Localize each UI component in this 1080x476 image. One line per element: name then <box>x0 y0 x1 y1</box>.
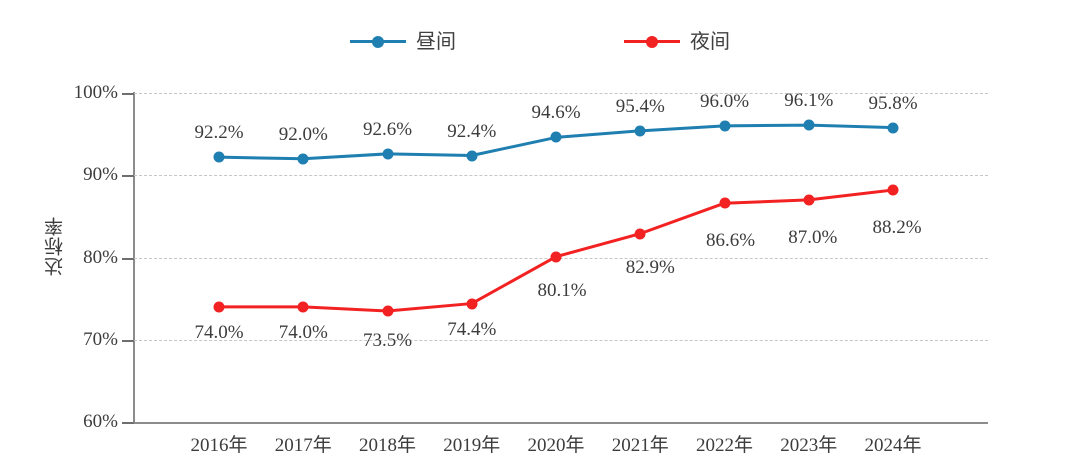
data-point-marker[interactable] <box>634 125 646 137</box>
data-point-marker[interactable] <box>297 153 309 165</box>
data-point-marker[interactable] <box>887 122 899 134</box>
data-point-label: 92.6% <box>362 118 413 140</box>
data-point-marker[interactable] <box>803 119 815 131</box>
data-point-label: 73.5% <box>362 329 413 351</box>
y-axis-tick-label: 100% <box>73 82 118 103</box>
data-point-marker[interactable] <box>466 298 478 310</box>
data-point-marker[interactable] <box>719 197 730 209</box>
y-axis-tick-label: 60% <box>83 411 118 432</box>
x-axis-tick-label: 2018年 <box>358 435 417 456</box>
x-axis-tick-label: 2019年 <box>443 435 501 456</box>
y-axis-tick-label: 80% <box>83 246 118 268</box>
x-axis-baseline <box>128 422 988 424</box>
data-point-label: 74.4% <box>447 318 497 340</box>
x-axis-tick-label: 2016年 <box>190 435 248 456</box>
gridline <box>134 339 988 341</box>
legend-item-night[interactable]: 夜间 <box>624 31 730 51</box>
y-axis-tick-labels: 100% 90% 80% 70% 60% <box>0 0 118 476</box>
data-point-marker[interactable] <box>719 120 730 132</box>
data-point-label: 86.6% <box>705 230 756 252</box>
x-axis-tick-label: 2022年 <box>695 435 754 456</box>
data-point-label: 74.0% <box>194 321 244 343</box>
data-point-marker[interactable] <box>213 151 225 163</box>
x-axis-tick-label: 2020年 <box>527 435 585 456</box>
chart-legend: 昼间 夜间 <box>0 24 1080 58</box>
data-point-marker[interactable] <box>550 251 562 263</box>
data-point-label: 96.1% <box>784 90 834 112</box>
data-point-label: 87.0% <box>788 226 838 248</box>
legend-swatch-night-icon <box>624 34 680 48</box>
gridline <box>134 93 988 94</box>
y-axis-tick <box>122 93 134 95</box>
legend-item-day[interactable]: 昼间 <box>350 31 456 51</box>
legend-label-night: 夜间 <box>690 29 730 53</box>
x-axis-tick-labels: 2016年 2017年 2018年 2019年 2020年 2021年 2022年 2023年… <box>0 436 1080 466</box>
data-point-label: 92.4% <box>447 120 497 142</box>
y-axis-tick <box>122 339 134 342</box>
x-axis-tick-label: 2021年 <box>611 435 669 456</box>
x-axis-tick-label: 2023年 <box>780 435 838 456</box>
y-axis-tick <box>122 175 134 178</box>
gridline <box>134 175 988 177</box>
data-point-marker[interactable] <box>382 148 393 160</box>
y-axis-tick-label: 70% <box>83 328 118 350</box>
data-point-marker[interactable] <box>887 184 899 196</box>
data-point-label: 80.1% <box>537 279 587 301</box>
data-point-label: 74.0% <box>278 321 328 343</box>
data-point-label: 88.2% <box>872 217 922 239</box>
legend-label-day: 昼间 <box>416 29 456 53</box>
data-point-marker[interactable] <box>550 131 562 143</box>
data-point-label: 95.4% <box>615 95 665 117</box>
data-point-marker[interactable] <box>297 301 309 313</box>
data-point-marker[interactable] <box>634 228 646 240</box>
data-point-marker[interactable] <box>382 305 393 317</box>
y-axis-tick <box>122 422 134 424</box>
data-point-marker[interactable] <box>213 301 225 313</box>
x-axis-tick-label: 2024年 <box>864 435 922 456</box>
data-point-label: 96.0% <box>699 90 750 112</box>
data-point-label: 92.2% <box>194 122 244 144</box>
data-point-label: 95.8% <box>868 92 918 114</box>
data-point-label: 82.9% <box>625 256 675 278</box>
y-axis-tick <box>122 257 134 260</box>
x-axis-tick-label: 2017年 <box>274 435 332 456</box>
data-point-label: 92.0% <box>278 123 328 145</box>
data-point-marker[interactable] <box>803 194 815 206</box>
data-point-label: 94.6% <box>531 102 581 124</box>
data-point-marker[interactable] <box>466 150 478 161</box>
legend-swatch-day-icon <box>350 34 406 48</box>
y-axis-tick-label: 90% <box>83 164 118 186</box>
